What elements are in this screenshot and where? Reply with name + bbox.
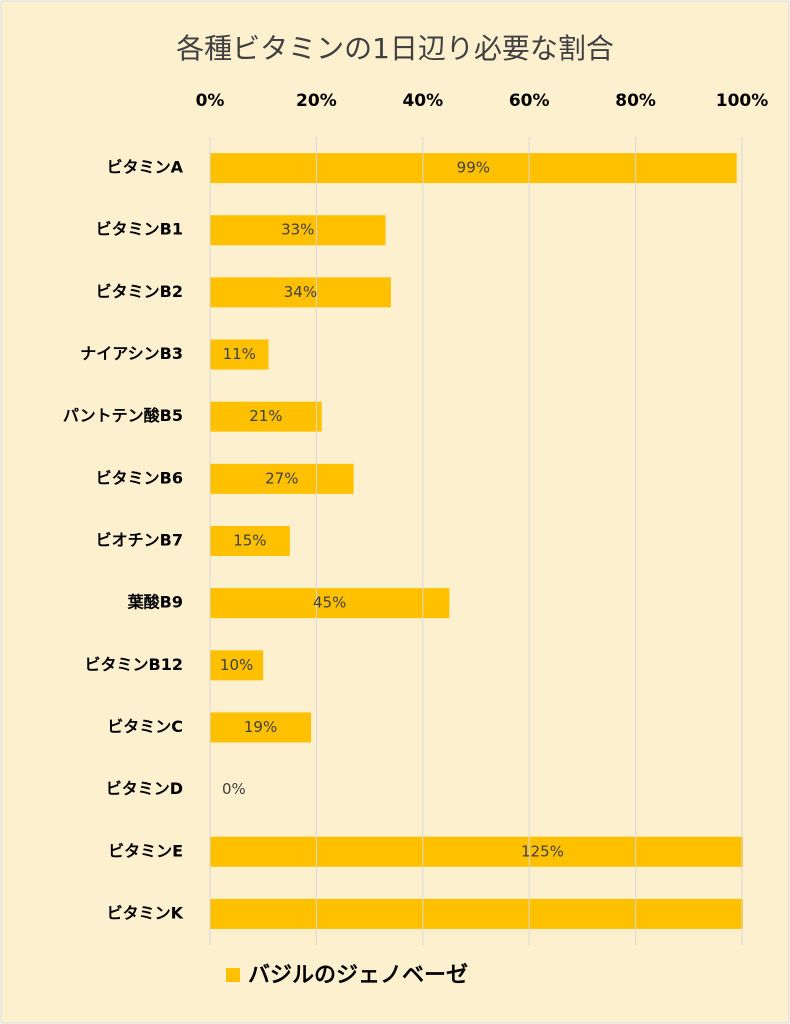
bar [210, 463, 354, 494]
bar [210, 401, 322, 432]
bar [210, 526, 290, 556]
y-tick-label: ビタミンB1 [96, 220, 183, 239]
value-label: 45% [313, 594, 346, 612]
value-label: 10% [220, 656, 253, 674]
value-label: 99% [457, 159, 490, 177]
value-label: 21% [249, 407, 282, 425]
y-tick-label: ビタミンD [106, 779, 183, 798]
y-tick-label: パントテン酸B5 [63, 406, 183, 425]
value-label: 0% [222, 780, 246, 798]
x-tick-label: 40% [402, 91, 443, 111]
y-tick-label: ビタミンB2 [96, 282, 183, 301]
value-label: 125% [521, 842, 564, 860]
bar [210, 215, 386, 246]
y-tick-label: ナイアシンB3 [80, 344, 183, 363]
bar [210, 153, 737, 184]
bar [210, 339, 269, 370]
value-label: 27% [265, 469, 298, 487]
bar [210, 277, 391, 308]
bars [210, 153, 743, 929]
value-label: 19% [244, 718, 277, 736]
x-tick-label: 0% [196, 91, 225, 111]
chart-title: 各種ビタミンの1日辺り必要な割合 [176, 32, 614, 65]
y-tick-label: ビタミンC [107, 717, 183, 736]
bar [210, 650, 264, 681]
value-label: 33% [281, 221, 314, 239]
bar [210, 712, 312, 743]
y-tick-label: ビタミンK [107, 903, 184, 922]
y-tick-label: ビタミンB6 [96, 468, 183, 487]
x-tick-label: 80% [615, 91, 656, 111]
x-tick-label: 20% [296, 91, 337, 111]
bar [210, 836, 743, 867]
legend-label: バジルのジェノベーゼ [248, 963, 468, 988]
x-tick-label: 100% [716, 91, 769, 111]
y-tick-label: ビタミンE [108, 841, 183, 860]
value-label: 15% [233, 532, 266, 550]
y-tick-label: 葉酸B9 [127, 593, 183, 612]
bar [210, 588, 450, 619]
value-label: 11% [223, 345, 256, 363]
x-tick-label: 60% [509, 91, 550, 111]
y-tick-label: ビタミンB12 [85, 655, 183, 674]
bar [210, 898, 743, 929]
y-tick-label: ビタミンA [107, 158, 184, 177]
value-label: 34% [284, 283, 317, 301]
legend-swatch [226, 968, 240, 982]
y-tick-label: ビオチンB7 [96, 531, 183, 550]
